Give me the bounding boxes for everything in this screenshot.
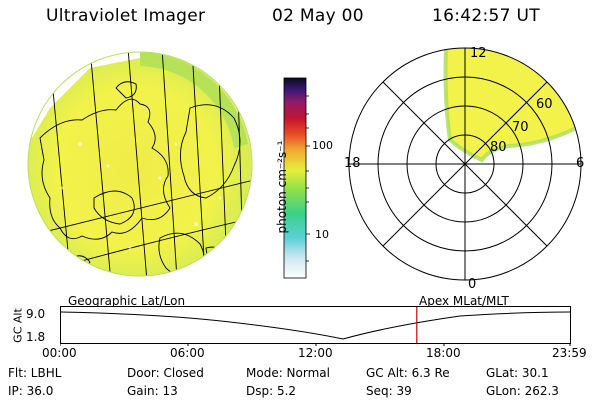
mlat-label-60: 60 — [536, 97, 553, 112]
ip-value: IP: 36.0 — [8, 384, 54, 398]
mlt-label-6: 6 — [576, 156, 585, 171]
timeline-ytick-top: 9.0 — [26, 307, 46, 321]
geographic-lat: GLat: 30.1 — [486, 366, 549, 380]
colorbar — [283, 77, 310, 279]
geographic-lon: GLon: 262.3 — [486, 384, 559, 398]
altitude-timeline — [60, 306, 571, 346]
polar-plot — [348, 47, 582, 281]
timeline-xtick-2359: 23:59 — [552, 346, 587, 360]
timeline-right-title: Apex MLat/MLT — [419, 294, 509, 308]
timeline-xtick-1200: 12:00 — [298, 346, 333, 360]
timeline-axis-name: GC Alt — [11, 308, 25, 343]
instrument-title: Ultraviolet Imager — [46, 6, 206, 26]
mlt-label-12: 12 — [470, 46, 487, 61]
mlt-label-18: 18 — [344, 156, 361, 171]
dsp-value: Dsp: 5.2 — [246, 384, 297, 398]
colorbar-unit-label: photon cm⁻²s⁻¹ — [275, 140, 289, 234]
gc-altitude: GC Alt: 6.3 Re — [366, 366, 450, 380]
flight-filter: Flt: LBHL — [8, 366, 62, 380]
colorbar-tick-10: 10 — [315, 228, 329, 241]
timeline-xtick-0000: 00:00 — [42, 346, 77, 360]
sequence-number: Seq: 39 — [366, 384, 412, 398]
timeline-ytick-bottom: 1.8 — [26, 330, 46, 344]
timeline-xtick-1800: 18:00 — [426, 346, 461, 360]
timeline-left-title: Geographic Lat/Lon — [68, 294, 186, 308]
mode-status: Mode: Normal — [246, 366, 330, 380]
colorbar-tick-100: 100 — [312, 139, 333, 152]
mlat-label-80: 80 — [490, 140, 507, 155]
geographic-image — [27, 51, 253, 277]
mlt-label-0: 0 — [468, 277, 477, 292]
time-label: 16:42:57 UT — [432, 6, 540, 26]
mlat-label-70: 70 — [512, 120, 529, 135]
door-status: Door: Closed — [127, 366, 204, 380]
gain-value: Gain: 13 — [127, 384, 178, 398]
timeline-xtick-0600: 06:00 — [170, 346, 205, 360]
date-label: 02 May 00 — [272, 6, 364, 26]
